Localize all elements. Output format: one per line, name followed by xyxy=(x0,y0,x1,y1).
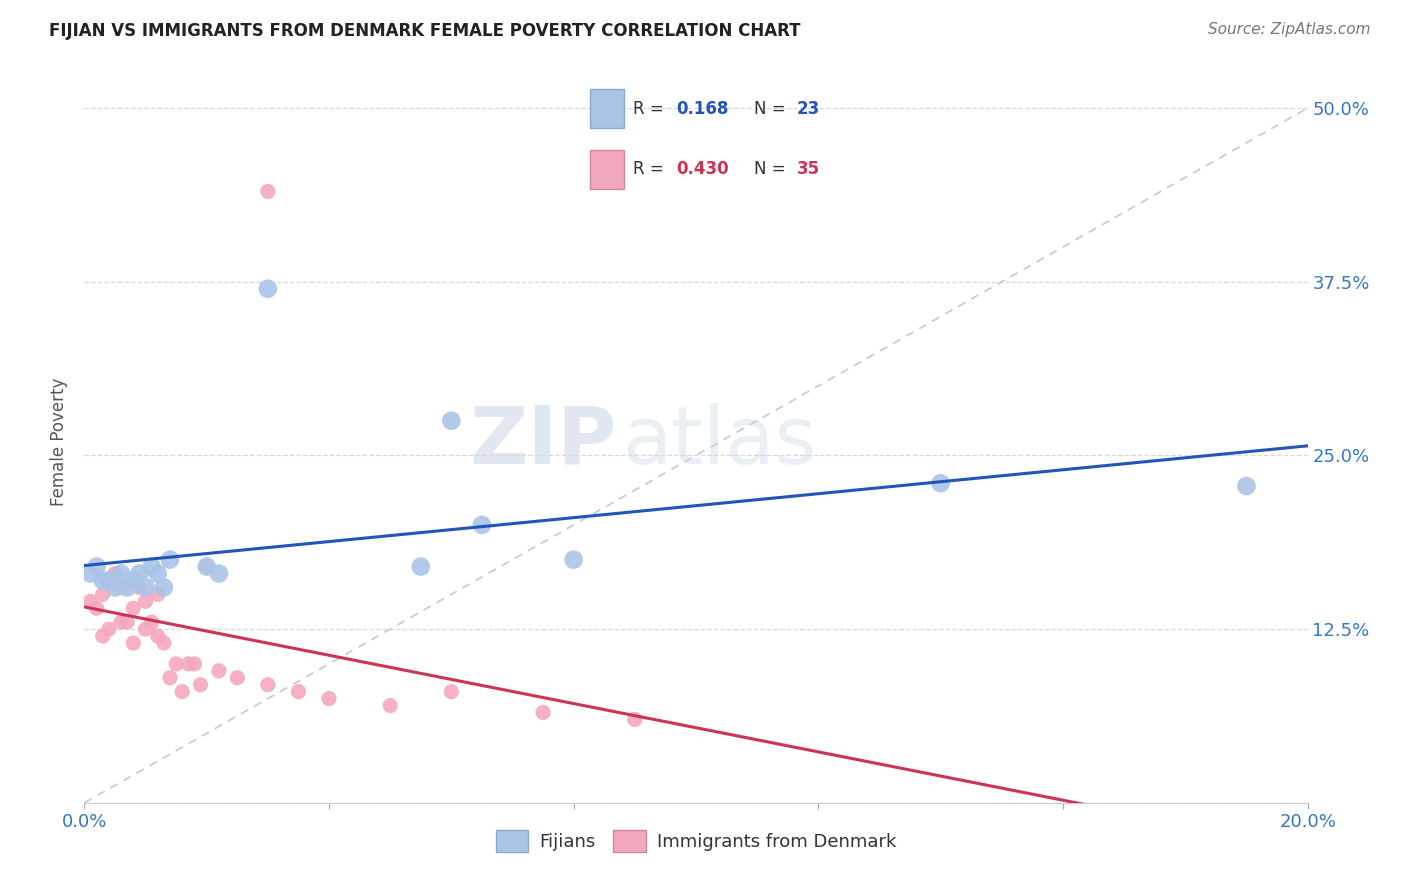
Point xyxy=(122,636,145,650)
Y-axis label: Female Poverty: Female Poverty xyxy=(51,377,69,506)
FancyBboxPatch shape xyxy=(589,89,624,128)
Point xyxy=(177,657,200,671)
Point xyxy=(929,476,952,491)
Text: R =: R = xyxy=(633,100,669,118)
Point xyxy=(195,559,218,574)
Point xyxy=(183,657,205,671)
Point xyxy=(380,698,402,713)
Point xyxy=(1236,479,1258,493)
Point xyxy=(86,559,108,574)
Text: Source: ZipAtlas.com: Source: ZipAtlas.com xyxy=(1208,22,1371,37)
Point xyxy=(135,581,157,595)
Point xyxy=(257,282,280,296)
Point xyxy=(128,581,150,595)
Text: R =: R = xyxy=(633,161,669,178)
Point xyxy=(153,636,176,650)
Point xyxy=(128,566,150,581)
Point xyxy=(115,581,138,595)
Text: N =: N = xyxy=(754,161,790,178)
Point xyxy=(146,587,169,601)
Point xyxy=(135,622,157,636)
Point xyxy=(287,684,309,698)
Point xyxy=(86,601,108,615)
Point xyxy=(190,678,212,692)
Point xyxy=(122,574,145,588)
Point xyxy=(318,691,340,706)
Point xyxy=(122,601,145,615)
Text: 0.430: 0.430 xyxy=(676,161,728,178)
Legend: Fijians, Immigrants from Denmark: Fijians, Immigrants from Denmark xyxy=(488,822,904,859)
Point xyxy=(141,615,163,630)
Point xyxy=(91,587,114,601)
Text: 0.168: 0.168 xyxy=(676,100,728,118)
Point xyxy=(226,671,249,685)
Point xyxy=(440,684,463,698)
Point xyxy=(79,566,101,581)
Point xyxy=(104,581,127,595)
Point xyxy=(562,552,585,566)
Point xyxy=(165,657,187,671)
Point xyxy=(146,629,169,643)
Point xyxy=(159,671,181,685)
Point xyxy=(624,713,647,727)
Point xyxy=(440,414,463,428)
Point xyxy=(146,566,169,581)
Point xyxy=(110,566,132,581)
Point xyxy=(159,552,181,566)
Point xyxy=(104,566,127,581)
Point xyxy=(531,706,554,720)
Point xyxy=(257,678,280,692)
Text: FIJIAN VS IMMIGRANTS FROM DENMARK FEMALE POVERTY CORRELATION CHART: FIJIAN VS IMMIGRANTS FROM DENMARK FEMALE… xyxy=(49,22,800,40)
Point xyxy=(195,559,218,574)
Point xyxy=(208,664,231,678)
Point xyxy=(91,629,114,643)
Text: 23: 23 xyxy=(797,100,820,118)
Text: atlas: atlas xyxy=(623,402,817,481)
Point xyxy=(208,566,231,581)
Point xyxy=(257,185,280,199)
Point xyxy=(97,622,120,636)
Text: ZIP: ZIP xyxy=(470,402,616,481)
Point xyxy=(110,581,132,595)
Point xyxy=(91,574,114,588)
Point xyxy=(115,615,138,630)
Point xyxy=(153,581,176,595)
Point xyxy=(141,559,163,574)
FancyBboxPatch shape xyxy=(589,150,624,188)
Point xyxy=(110,615,132,630)
Point xyxy=(471,517,494,532)
Point xyxy=(135,594,157,608)
Point xyxy=(79,594,101,608)
Text: 35: 35 xyxy=(797,161,820,178)
Point xyxy=(172,684,194,698)
Text: N =: N = xyxy=(754,100,790,118)
Point xyxy=(97,574,120,588)
Point xyxy=(409,559,432,574)
